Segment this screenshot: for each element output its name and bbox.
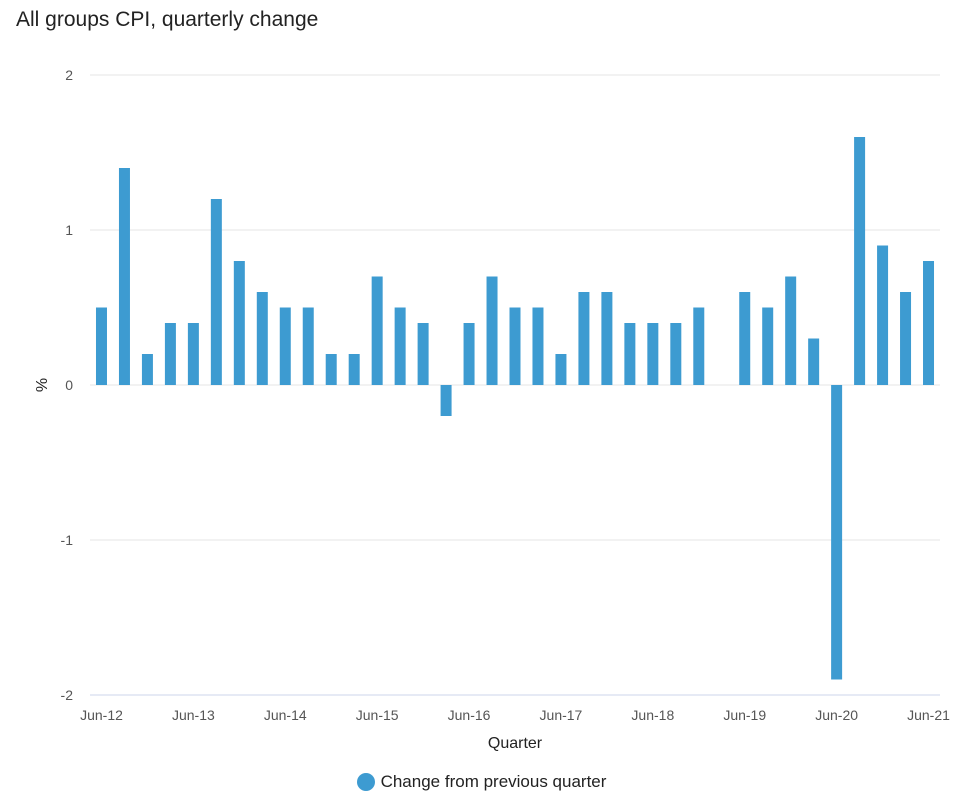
bar-sep-18[interactable] xyxy=(670,323,682,385)
bar-dec-15[interactable] xyxy=(417,323,429,385)
y-tick-label: 2 xyxy=(65,67,73,83)
bar-sep-19[interactable] xyxy=(762,307,774,386)
bar-mar-14[interactable] xyxy=(256,292,268,385)
x-tick-label: Jun-18 xyxy=(631,707,674,723)
x-tick-label: Jun-16 xyxy=(448,707,491,723)
x-axis-label: Quarter xyxy=(488,735,543,752)
bar-dec-19[interactable] xyxy=(785,276,797,386)
bar-sep-12[interactable] xyxy=(118,168,130,385)
bar-sep-13[interactable] xyxy=(210,199,222,385)
bar-jun-13[interactable] xyxy=(187,323,199,385)
y-tick-label: 0 xyxy=(65,377,73,393)
bar-jun-19[interactable] xyxy=(739,292,751,385)
bar-mar-18[interactable] xyxy=(624,323,636,385)
bar-dec-16[interactable] xyxy=(509,307,521,386)
bar-sep-14[interactable] xyxy=(302,307,314,386)
bar-mar-13[interactable] xyxy=(164,323,176,385)
bar-jun-18[interactable] xyxy=(647,323,659,385)
bar-jun-14[interactable] xyxy=(279,307,291,386)
legend-swatch-icon xyxy=(356,773,375,791)
bar-sep-20[interactable] xyxy=(854,137,866,385)
x-tick-label: Jun-13 xyxy=(172,707,215,723)
y-axis-label: % xyxy=(34,378,51,392)
legend: Change from previous quarter xyxy=(0,772,963,792)
y-tick-label: -1 xyxy=(61,532,74,548)
bar-dec-20[interactable] xyxy=(877,245,889,386)
y-axis-ticks: 2 1 0 -1 -2 xyxy=(61,67,74,703)
bar-jun-20[interactable] xyxy=(831,385,843,680)
x-tick-label: Jun-17 xyxy=(540,707,583,723)
x-axis-ticks: Jun-12 Jun-13 Jun-14 Jun-15 Jun-16 Jun-17 Jun-… xyxy=(80,707,950,723)
x-tick-label: Jun-19 xyxy=(723,707,766,723)
x-tick-label: Jun-21 xyxy=(907,707,950,723)
chart-title: All groups CPI, quarterly change xyxy=(16,8,319,31)
bar-sep-17[interactable] xyxy=(578,292,590,385)
bar-mar-16[interactable] xyxy=(440,385,452,416)
bar-dec-12[interactable] xyxy=(141,354,153,385)
legend-label: Change from previous quarter xyxy=(380,772,607,791)
bar-jun-17[interactable] xyxy=(555,354,567,385)
y-tick-label: -2 xyxy=(61,687,74,703)
bar-dec-18[interactable] xyxy=(693,307,705,386)
x-tick-label: Jun-15 xyxy=(356,707,399,723)
bar-mar-20[interactable] xyxy=(808,338,820,386)
bar-mar-17[interactable] xyxy=(532,307,544,386)
bar-series xyxy=(95,137,935,680)
bar-jun-21[interactable] xyxy=(923,261,935,385)
bar-dec-17[interactable] xyxy=(601,292,613,385)
bar-mar-15[interactable] xyxy=(348,354,360,385)
y-tick-label: 1 xyxy=(65,222,73,238)
x-tick-label: Jun-14 xyxy=(264,707,307,723)
bar-mar-21[interactable] xyxy=(900,292,912,385)
legend-item-change-from-previous-quarter[interactable]: Change from previous quarter xyxy=(356,772,607,792)
x-tick-label: Jun-20 xyxy=(815,707,858,723)
bar-jun-16[interactable] xyxy=(463,323,475,385)
bar-jun-15[interactable] xyxy=(371,276,383,386)
bar-jun-12[interactable] xyxy=(95,307,107,386)
bar-dec-14[interactable] xyxy=(325,354,337,385)
bar-sep-16[interactable] xyxy=(486,276,498,386)
x-tick-label: Jun-12 xyxy=(80,707,123,723)
bar-sep-15[interactable] xyxy=(394,307,406,386)
bar-dec-13[interactable] xyxy=(233,261,245,385)
